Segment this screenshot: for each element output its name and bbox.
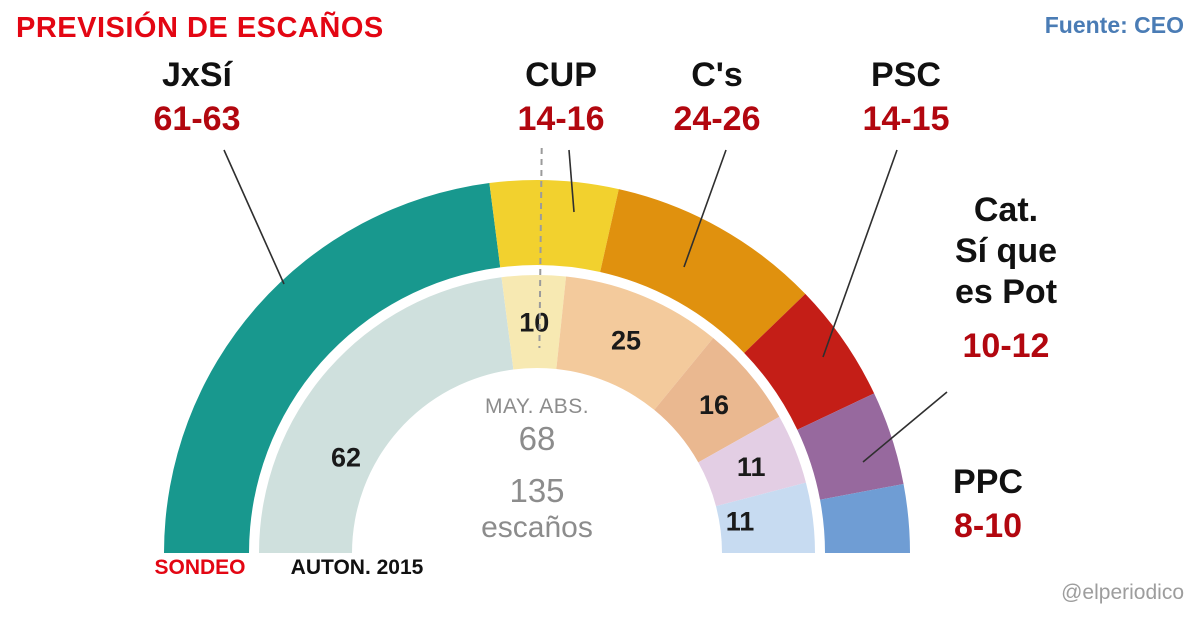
party-seat-range-ppc: 8-10	[953, 507, 1023, 545]
inner-seat-value-psc-2015: 16	[699, 390, 729, 420]
segment-sondeo-catsiqueespot	[797, 393, 904, 500]
party-name-catsiqueespot: Cat. Sí que es Pot	[955, 190, 1057, 313]
segment-auton-2015-psc-2015	[654, 337, 780, 463]
party-label-catsiqueespot: Cat. Sí que es Pot 10-12	[955, 190, 1057, 369]
page-title: PREVISIÓN DE ESCAÑOS	[16, 12, 384, 44]
party-name-line: Cat.	[973, 191, 1039, 229]
total-seats-value: 135	[509, 472, 565, 509]
majority-label: MAY. ABS.	[484, 395, 590, 418]
segment-auton-2015-catsique-2015	[698, 416, 806, 507]
segment-sondeo-ppc	[820, 483, 910, 553]
leader-line-jxsi	[223, 149, 285, 285]
majority-value: 68	[518, 420, 556, 457]
inner-seat-value-catsique-2015: 11	[737, 452, 766, 482]
inner-seat-value-jxsi-2015: 62	[331, 442, 361, 472]
party-name-line: Sí que	[954, 232, 1058, 270]
segment-sondeo-cup	[489, 180, 619, 273]
majority-threshold-line	[538, 147, 543, 349]
leader-line-catsiqueespot	[862, 391, 948, 463]
party-name-cup: CUP	[518, 55, 605, 96]
party-seat-range-catsiqueespot: 10-12	[962, 327, 1050, 365]
ring-label-auton-2015: AUTON. 2015	[290, 556, 424, 579]
inner-seat-value-cs-2015: 25	[611, 325, 641, 355]
party-label-jxsi: JxSí 61-63	[154, 55, 241, 142]
ring-label-sondeo: SONDEO	[154, 556, 246, 579]
segment-sondeo-jxsi	[164, 183, 501, 554]
party-name-line: PSC	[871, 56, 941, 94]
segment-auton-2015-jxsi-2015	[259, 277, 514, 553]
party-label-ppc: PPC 8-10	[953, 462, 1023, 549]
credit-handle: @elperiodico	[1061, 581, 1184, 604]
party-seat-range-cs: 24-26	[673, 100, 761, 138]
party-seat-range-jxsi: 61-63	[153, 100, 241, 138]
segment-auton-2015-cup-2015	[501, 274, 567, 370]
party-name-line: es Pot	[954, 273, 1058, 311]
leader-line-psc	[822, 149, 898, 358]
party-name-line: CUP	[525, 56, 597, 94]
party-name-line: C's	[691, 56, 743, 94]
party-name-cs: C's	[674, 55, 761, 96]
party-seat-range-cup: 14-16	[517, 100, 605, 138]
total-seats-block: 135 escaños	[481, 472, 593, 546]
segment-auton-2015-ppc-2015	[715, 482, 815, 553]
inner-seat-value-ppc-2015: 11	[726, 506, 755, 536]
party-label-psc: PSC 14-15	[863, 55, 950, 142]
segment-sondeo-psc	[744, 293, 875, 430]
party-name-psc: PSC	[863, 55, 950, 96]
inner-seat-value-cup-2015: 10	[519, 307, 549, 337]
party-name-jxsi: JxSí	[154, 55, 241, 96]
segment-auton-2015-cs-2015	[556, 276, 714, 410]
party-name-line: PPC	[953, 463, 1023, 501]
majority-block: MAY. ABS. 68	[485, 394, 589, 458]
party-name-line: JxSí	[162, 56, 232, 94]
source-label: Fuente: CEO	[1044, 12, 1184, 38]
party-name-ppc: PPC	[953, 462, 1023, 503]
total-seats-unit: escaños	[481, 511, 593, 544]
party-seat-range-psc: 14-15	[862, 100, 950, 138]
party-label-cs: C's 24-26	[674, 55, 761, 142]
party-label-cup: CUP 14-16	[518, 55, 605, 142]
segment-sondeo-cs	[600, 189, 806, 353]
leader-line-cup	[568, 149, 575, 213]
leader-line-cs	[683, 149, 727, 268]
